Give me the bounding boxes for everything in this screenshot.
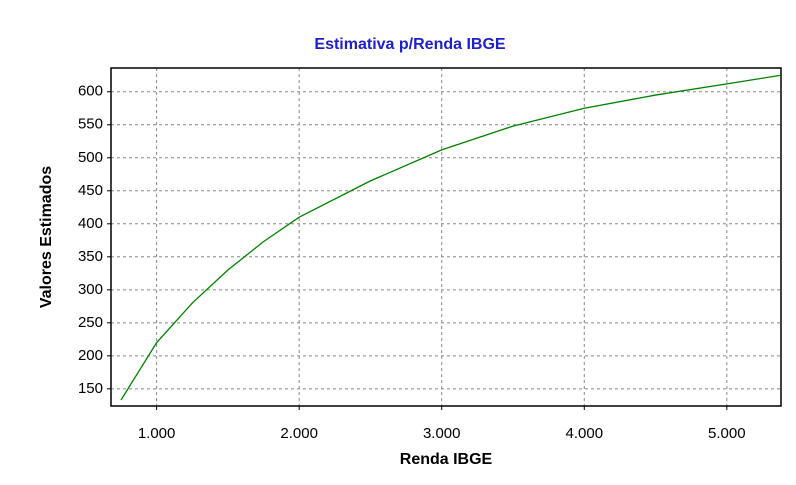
y-tick-label: 350 bbox=[78, 248, 103, 265]
y-tick-label: 400 bbox=[78, 215, 103, 232]
x-tick-label: 4.000 bbox=[566, 425, 604, 442]
x-tick-label: 1.000 bbox=[138, 425, 176, 442]
y-tick-label: 550 bbox=[78, 116, 103, 133]
y-tick-label: 200 bbox=[78, 347, 103, 364]
y-tick-label: 250 bbox=[78, 314, 103, 331]
chart-title: Estimativa p/Renda IBGE bbox=[314, 36, 505, 53]
x-axis-label: Renda IBGE bbox=[400, 451, 493, 468]
y-tick-label: 300 bbox=[78, 281, 103, 298]
plot-border bbox=[110, 67, 782, 407]
x-tick-label: 3.000 bbox=[423, 425, 461, 442]
data-line bbox=[120, 74, 782, 401]
y-tick-label: 450 bbox=[78, 182, 103, 199]
y-axis-label: Valores Estimados bbox=[38, 166, 55, 308]
y-tick-label: 150 bbox=[78, 380, 103, 397]
y-tick-label: 500 bbox=[78, 149, 103, 166]
y-tick-label: 600 bbox=[78, 83, 103, 100]
x-tick-label: 2.000 bbox=[280, 425, 318, 442]
x-tick-label: 5.000 bbox=[708, 425, 746, 442]
